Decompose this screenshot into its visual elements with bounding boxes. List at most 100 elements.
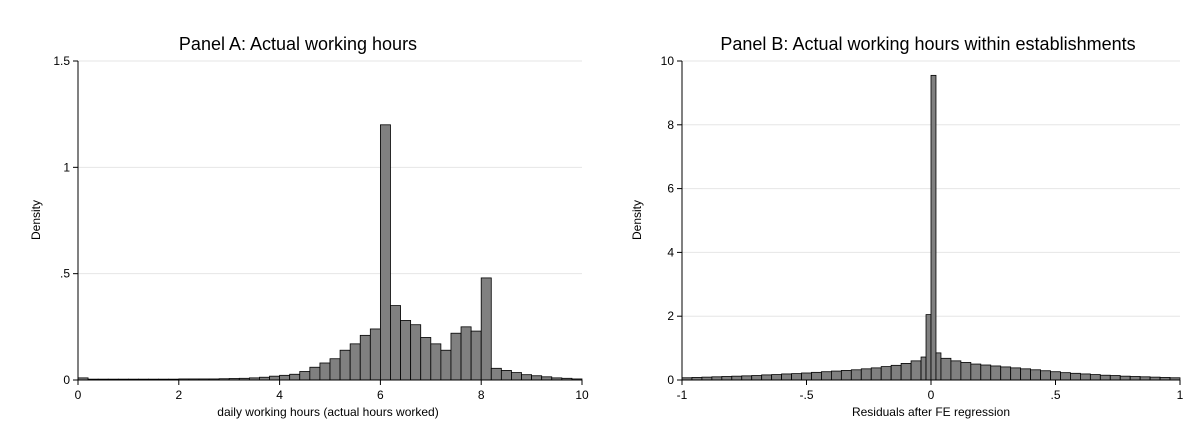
histogram-bar xyxy=(1020,368,1032,381)
histogram-bar xyxy=(500,370,512,381)
x-tick-label: 8 xyxy=(478,388,485,402)
histogram-bar xyxy=(1119,375,1131,381)
histogram-bar xyxy=(990,365,1002,381)
histogram-bar xyxy=(830,370,842,381)
x-tick-label: -.5 xyxy=(799,388,813,402)
histogram-bar xyxy=(349,343,361,381)
histogram-bar xyxy=(940,357,952,381)
histogram-bar xyxy=(521,374,533,381)
histogram-bar xyxy=(511,372,522,381)
histogram-bar xyxy=(279,374,291,381)
histogram-bar xyxy=(900,363,912,381)
histogram-bar xyxy=(299,371,311,381)
histogram-bar xyxy=(771,374,782,381)
histogram-bar xyxy=(450,332,462,381)
histogram-bar xyxy=(359,334,371,381)
histogram-bar xyxy=(379,124,391,381)
y-tick-label: 1.5 xyxy=(53,54,70,68)
panel-b: Panel B: Actual working hours within est… xyxy=(596,0,1187,430)
y-tick-label: 2 xyxy=(667,309,674,323)
histogram-bar xyxy=(329,358,341,381)
histogram-bar xyxy=(980,364,992,381)
histogram-bar xyxy=(1050,371,1061,381)
histogram-bar xyxy=(781,373,792,381)
histogram-bar xyxy=(400,320,412,381)
histogram-bar xyxy=(880,366,892,381)
histogram-bar xyxy=(731,375,743,381)
histogram-bar xyxy=(309,366,321,381)
y-tick-label: 6 xyxy=(667,182,674,196)
y-tick-label: 1 xyxy=(63,160,70,174)
histogram-bar xyxy=(970,363,982,381)
histogram-bar xyxy=(751,375,763,381)
histogram-bar xyxy=(811,371,822,381)
histogram-bar xyxy=(1010,367,1022,381)
histogram-bar xyxy=(480,277,492,381)
chart-title: Panel B: Actual working hours within est… xyxy=(720,34,1135,54)
axes: 0 .5 1 1.5 0 2 4 6 8 10 xyxy=(53,54,589,402)
histogram-bar xyxy=(390,305,401,381)
histogram-bar xyxy=(319,362,331,381)
histogram-bar xyxy=(960,362,972,381)
histogram-bar xyxy=(1060,372,1071,381)
histogram-bar xyxy=(890,364,902,381)
x-tick-label: .5 xyxy=(1050,388,1060,402)
x-tick-label: 0 xyxy=(75,388,82,402)
histogram-bar xyxy=(1109,375,1121,381)
histogram-bar xyxy=(821,371,832,381)
histogram-bar xyxy=(850,369,862,381)
x-tick-label: -1 xyxy=(677,388,688,402)
y-tick-label: 0 xyxy=(667,373,674,387)
bars xyxy=(77,124,583,381)
histogram-bar xyxy=(1099,374,1111,381)
x-tick-label: 4 xyxy=(276,388,283,402)
histogram-bar xyxy=(840,370,852,381)
histogram-bar xyxy=(741,375,753,381)
bars xyxy=(681,74,1181,381)
y-axis-label: Density xyxy=(630,200,644,240)
histogram-bar xyxy=(460,326,472,381)
histogram-bar xyxy=(910,360,922,381)
x-tick-label: 1 xyxy=(1177,388,1184,402)
histogram-bar xyxy=(935,352,942,381)
histogram-bar xyxy=(925,314,932,381)
histogram-bar xyxy=(1000,366,1012,381)
histogram-bar xyxy=(761,374,773,381)
histogram-bar xyxy=(440,349,452,381)
histogram-bar xyxy=(420,337,432,381)
histogram-bar xyxy=(920,356,927,381)
histogram-bar xyxy=(531,375,543,381)
x-tick-label: 2 xyxy=(175,388,182,402)
histogram-bar xyxy=(1030,369,1041,381)
x-tick-label: 0 xyxy=(928,388,935,402)
gridlines xyxy=(78,60,582,275)
chart-title: Panel A: Actual working hours xyxy=(179,34,417,54)
x-tick-label: 6 xyxy=(377,388,384,402)
histogram-bar xyxy=(1089,374,1101,381)
histogram-bar xyxy=(801,372,812,381)
histogram-bar xyxy=(1040,370,1051,381)
histogram-bar xyxy=(470,330,482,381)
y-tick-label: 0 xyxy=(63,373,70,387)
axes: 0 2 4 6 8 10 -1 -.5 0 .5 1 xyxy=(661,54,1184,402)
histogram-bar xyxy=(721,376,733,381)
histogram-bar xyxy=(1129,376,1141,381)
histogram-bar xyxy=(269,375,280,381)
histogram-panel-b: Panel B: Actual working hours within est… xyxy=(630,34,1184,419)
histogram-bar xyxy=(410,324,422,381)
x-axis-label: Residuals after FE regression xyxy=(852,405,1010,419)
histogram-bar xyxy=(1079,373,1091,381)
histogram-bar xyxy=(930,74,937,381)
histogram-bar xyxy=(870,367,882,381)
histogram-bar xyxy=(339,349,351,381)
y-tick-label: 10 xyxy=(661,54,675,68)
histogram-bar xyxy=(430,343,442,381)
histogram-bar xyxy=(860,368,872,381)
y-tick-label: .5 xyxy=(60,267,70,281)
y-axis-label: Density xyxy=(29,200,43,240)
x-tick-label: 10 xyxy=(575,388,589,402)
x-axis-label: daily working hours (actual hours worked… xyxy=(217,405,438,419)
panel-a: Panel A: Actual working hours 0 .5 1 1.5 0 2 4… xyxy=(4,0,591,430)
histogram-bar xyxy=(1070,372,1081,381)
histogram-bar xyxy=(289,373,301,381)
